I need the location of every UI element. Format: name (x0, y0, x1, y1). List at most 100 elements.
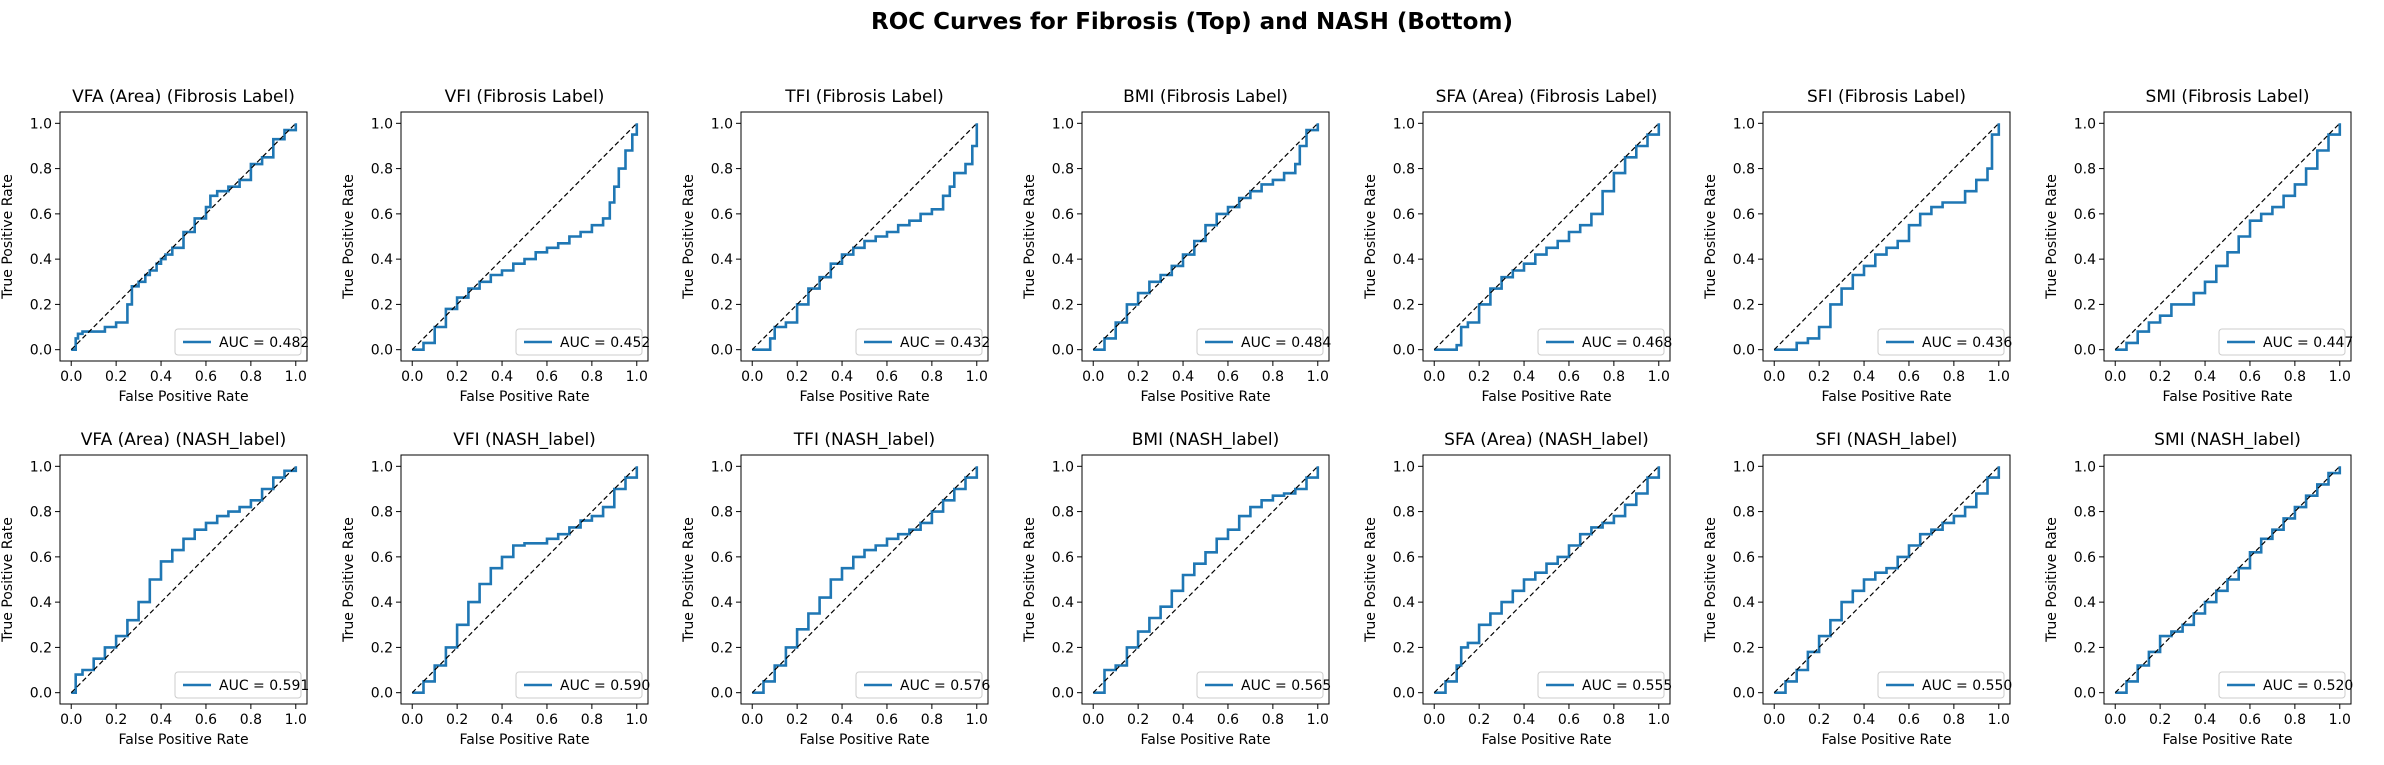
x-tick-label: 0.2 (1808, 369, 1830, 385)
y-tick-label: 1.0 (2074, 459, 2096, 475)
figure-title: ROC Curves for Fibrosis (Top) and NASH (… (871, 9, 1513, 35)
x-tick-label: 0.8 (581, 369, 603, 385)
y-tick-label: 1.0 (1393, 116, 1415, 132)
chance-diagonal-line (751, 465, 978, 694)
x-tick-label: 0.4 (831, 712, 853, 728)
roc-panel-10: TFI (NASH_label) 0.0 0.2 0.4 0.6 0.8 1.0 0.0 0.2… (681, 430, 990, 748)
roc-panel-13: SFI (NASH_label) 0.0 0.2 0.4 0.6 0.8 1.0 0.0 0.2… (1703, 430, 2012, 748)
legend-box (174, 328, 302, 356)
x-tick-label: 0.2 (1468, 712, 1490, 728)
y-tick-label: 0.8 (1393, 162, 1415, 178)
roc-curve-line (1774, 466, 2001, 694)
x-tick-label: 0.0 (1082, 369, 1104, 385)
roc-curve-line (71, 123, 298, 351)
x-tick-label: 0.8 (1943, 712, 1965, 728)
x-axis-label: False Positive Rate (1140, 389, 1270, 405)
legend-label: AUC = 0.436 (1922, 335, 2012, 351)
y-axis-label: True Positive Rate (0, 517, 16, 643)
x-tick-label: 0.6 (1217, 712, 1239, 728)
legend-label: AUC = 0.520 (2263, 678, 2353, 694)
legend-box (174, 671, 302, 699)
y-tick-label: 1.0 (1733, 459, 1755, 475)
x-tick-label: 0.8 (1603, 712, 1625, 728)
y-tick-label: 0.2 (30, 640, 52, 656)
panel-title: SFI (Fibrosis Label) (1807, 87, 1966, 107)
panel-title: VFA (Area) (Fibrosis Label) (72, 87, 295, 107)
x-axis-label: False Positive Rate (2162, 732, 2292, 748)
y-tick-label: 0.8 (1393, 505, 1415, 521)
y-tick-label: 1.0 (1052, 116, 1074, 132)
y-tick-label: 0.6 (711, 550, 733, 566)
x-axis-label: False Positive Rate (1140, 732, 1270, 748)
y-tick-label: 1.0 (30, 116, 52, 132)
y-tick-label: 0.2 (1733, 640, 1755, 656)
x-tick-label: 0.8 (1262, 712, 1284, 728)
x-tick-label: 0.2 (1127, 369, 1149, 385)
x-tick-label: 0.6 (1217, 369, 1239, 385)
y-axis-label: True Positive Rate (341, 517, 357, 643)
panel-title: VFA (Area) (NASH_label) (81, 430, 286, 450)
y-tick-label: 0.4 (2074, 595, 2096, 611)
y-tick-label: 0.0 (371, 343, 393, 359)
x-tick-label: 0.4 (1172, 712, 1194, 728)
x-tick-label: 1.0 (1988, 369, 2010, 385)
x-tick-label: 0.4 (1853, 712, 1875, 728)
y-tick-label: 0.4 (1393, 595, 1415, 611)
y-tick-label: 1.0 (2074, 116, 2096, 132)
y-tick-label: 0.2 (1393, 640, 1415, 656)
y-axis-label: True Positive Rate (1703, 174, 1719, 300)
x-tick-label: 0.6 (1898, 369, 1920, 385)
roc-curve-line (1093, 123, 1320, 351)
y-tick-label: 0.0 (2074, 343, 2096, 359)
roc-curve-line (2115, 466, 2342, 694)
x-tick-label: 1.0 (2329, 369, 2351, 385)
chance-diagonal-line (2114, 122, 2341, 351)
roc-curve-line (1434, 123, 1661, 351)
x-tick-label: 0.2 (1468, 369, 1490, 385)
x-tick-label: 0.4 (150, 712, 172, 728)
chance-diagonal-line (1433, 122, 1660, 351)
x-tick-label: 0.2 (786, 369, 808, 385)
chance-diagonal-line (1773, 122, 2000, 351)
x-tick-label: 1.0 (966, 712, 988, 728)
x-tick-label: 1.0 (285, 712, 307, 728)
y-tick-label: 1.0 (1733, 116, 1755, 132)
axes-frame (1081, 454, 1330, 705)
x-tick-label: 0.4 (1513, 369, 1535, 385)
chance-diagonal-line (411, 465, 638, 694)
panel-title: BMI (Fibrosis Label) (1123, 87, 1288, 107)
legend: AUC = 0.591 (174, 671, 309, 699)
y-tick-label: 0.4 (1393, 252, 1415, 268)
legend-label: AUC = 0.590 (560, 678, 650, 694)
x-tick-label: 0.0 (401, 712, 423, 728)
x-axis-label: False Positive Rate (1481, 389, 1611, 405)
y-tick-label: 0.4 (711, 595, 733, 611)
axes-frame (400, 454, 649, 705)
legend-box (1537, 671, 1665, 699)
y-axis-label: True Positive Rate (1703, 517, 1719, 643)
x-tick-label: 0.2 (105, 712, 127, 728)
x-tick-label: 0.6 (2239, 369, 2261, 385)
y-tick-label: 0.2 (711, 640, 733, 656)
x-tick-label: 1.0 (1648, 712, 1670, 728)
x-tick-label: 1.0 (2329, 712, 2351, 728)
legend: AUC = 0.432 (855, 328, 990, 356)
y-tick-label: 0.0 (1052, 686, 1074, 702)
x-tick-label: 0.4 (831, 369, 853, 385)
y-tick-label: 1.0 (1052, 459, 1074, 475)
panel-title: TFI (NASH_label) (793, 430, 935, 450)
x-tick-label: 0.4 (1172, 369, 1194, 385)
y-axis-label: True Positive Rate (681, 517, 697, 643)
legend-label: AUC = 0.550 (1922, 678, 2012, 694)
legend-box (1196, 671, 1324, 699)
y-tick-label: 0.2 (2074, 640, 2096, 656)
x-tick-label: 0.2 (446, 369, 468, 385)
y-axis-label: True Positive Rate (1363, 517, 1379, 643)
legend: AUC = 0.436 (1877, 328, 2012, 356)
panels-grid: VFA (Area) (Fibrosis Label) 0.0 0.2 0.4 0.6 0… (0, 87, 2353, 748)
roc-panel-9: VFI (NASH_label) 0.0 0.2 0.4 0.6 0.8 1.0 0.0 0.2… (341, 430, 650, 748)
x-tick-label: 0.6 (1558, 712, 1580, 728)
x-tick-label: 0.2 (786, 712, 808, 728)
x-tick-label: 0.6 (195, 712, 217, 728)
roc-panel-11: BMI (NASH_label) 0.0 0.2 0.4 0.6 0.8 1.0 0.0 0.2… (1022, 430, 1331, 748)
